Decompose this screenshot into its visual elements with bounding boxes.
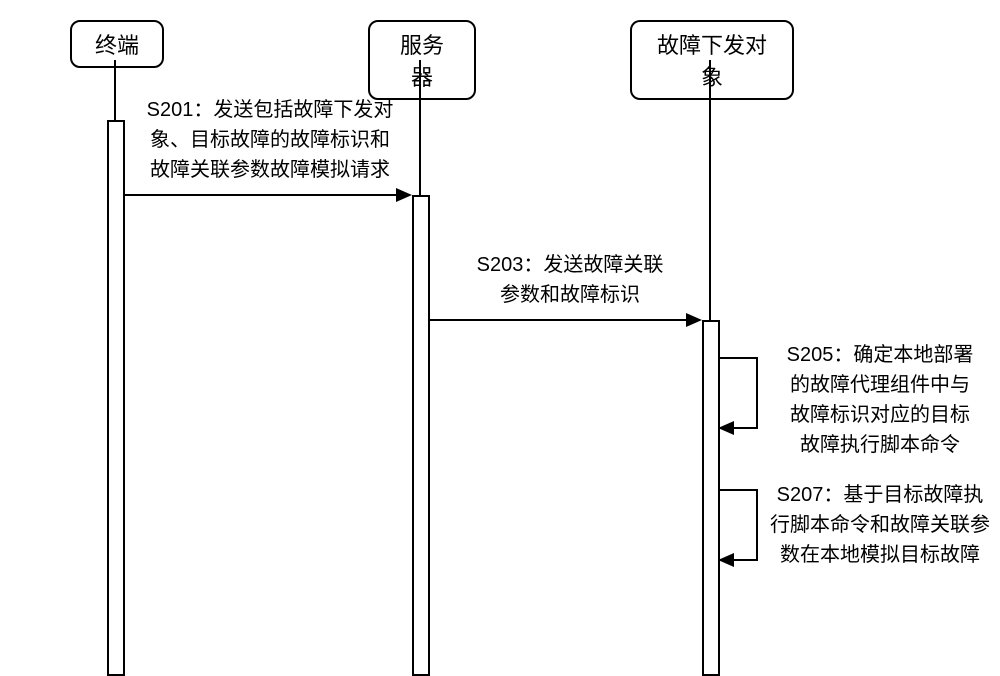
arrow-head-icon [718, 553, 734, 567]
activation-terminal [107, 120, 125, 676]
sequence-diagram: 终端 服务器 故障下发对象 S201：发送包括故障下发对 象、目标故障的故障标识… [0, 0, 1000, 672]
self-s207-top [718, 489, 758, 491]
arrow-head-icon [396, 188, 412, 202]
participant-label: 服务器 [400, 33, 444, 90]
msg-s201-arrow [123, 194, 398, 196]
arrow-head-icon [686, 313, 702, 327]
participant-label: 终端 [95, 33, 139, 58]
participant-target: 故障下发对象 [630, 20, 794, 100]
activation-server [412, 195, 430, 676]
msg-s203-arrow [428, 319, 688, 321]
participant-terminal: 终端 [70, 20, 164, 68]
msg-s207-label: S207：基于目标故障执 行脚本命令和故障关联参 数在本地模拟目标故障 [760, 480, 1000, 570]
participant-server: 服务器 [368, 20, 476, 100]
activation-target [702, 320, 720, 676]
msg-s203-label: S203：发送故障关联 参数和故障标识 [450, 250, 690, 310]
self-s205-side [756, 357, 758, 429]
self-s205-top [718, 357, 758, 359]
msg-s201-label: S201：发送包括故障下发对 象、目标故障的故障标识和 故障关联参数故障模拟请求 [130, 95, 410, 185]
participant-label: 故障下发对象 [657, 33, 767, 90]
self-s207-bottom [734, 559, 758, 561]
msg-s205-label: S205：确定本地部署 的故障代理组件中与 故障标识对应的目标 故障执行脚本命令 [770, 340, 990, 460]
arrow-head-icon [718, 421, 734, 435]
self-s207-side [756, 489, 758, 561]
self-s205-bottom [734, 427, 758, 429]
